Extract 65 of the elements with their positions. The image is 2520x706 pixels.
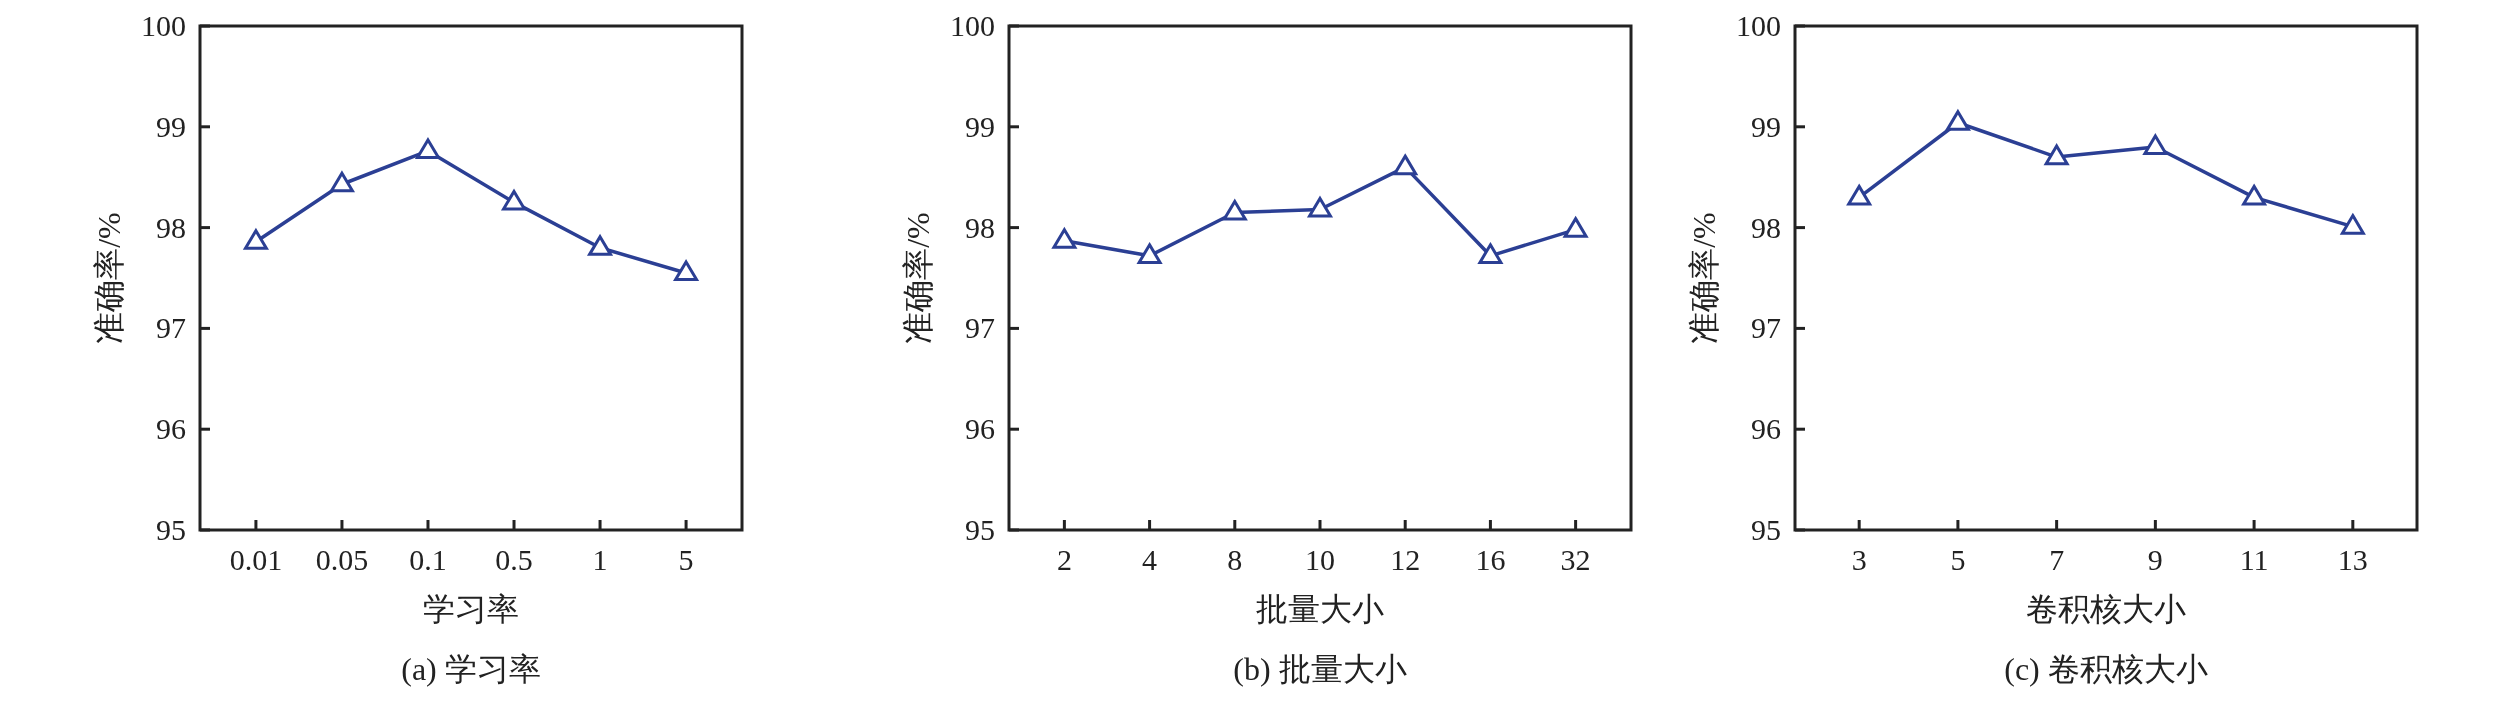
x-tick-label: 2: [1056, 543, 1072, 576]
point: [2143, 134, 2168, 156]
point: [243, 229, 268, 250]
text: (c) 卷积核大小: [2004, 651, 2208, 687]
point: [588, 235, 612, 256]
point: [1563, 217, 1588, 238]
point: [1478, 243, 1503, 264]
x-tick-label: 12: [1390, 543, 1421, 576]
point: [2242, 184, 2267, 206]
point: [674, 260, 699, 282]
y-tick-label: 97: [1751, 311, 1781, 345]
point: [1945, 110, 1970, 131]
y-tick-label: 99: [965, 109, 995, 143]
y-axis-title: 准确率/%: [900, 212, 936, 344]
text: (b) 批量大小: [1233, 651, 1407, 687]
point: [1308, 196, 1332, 218]
x-tick-label: 8: [1227, 543, 1243, 576]
y-tick-label: 99: [156, 109, 186, 143]
point: [416, 138, 440, 160]
x-tick-label: 11: [2239, 543, 2269, 576]
x-tick-label: 0.01: [229, 543, 283, 576]
y-tick-label: 95: [156, 513, 186, 546]
x-axis-title: 卷积核大小: [2026, 591, 2186, 627]
y-tick-label: 100: [1736, 9, 1781, 42]
y-tick-label: 96: [965, 412, 995, 446]
text: (a) 学习率: [401, 651, 541, 687]
y-tick-label: 100: [950, 9, 995, 42]
x-tick-label: 1: [592, 543, 608, 576]
x-tick-label: 13: [2337, 543, 2368, 576]
y-axis-title: 准确率/%: [1686, 212, 1722, 344]
y-tick-label: 98: [156, 210, 186, 244]
x-axis-title: 批量大小: [1256, 591, 1384, 627]
y-tick-label: 99: [1751, 109, 1781, 143]
x-tick-label: 3: [1851, 543, 1867, 576]
y-tick-label: 97: [965, 311, 995, 345]
x-tick-label: 0.05: [315, 543, 369, 576]
y-tick-label: 98: [1751, 210, 1781, 244]
point: [1052, 228, 1077, 249]
x-tick-label: 0.1: [409, 543, 447, 576]
y-tick-label: 100: [141, 9, 186, 42]
x-tick-label: 32: [1560, 543, 1591, 576]
x-tick-label: 4: [1142, 543, 1158, 576]
x-tick-label: 5: [1950, 543, 1966, 576]
point: [330, 171, 354, 193]
point: [502, 189, 526, 211]
y-axis-title: 准确率/%: [91, 212, 127, 344]
y-tick-label: 96: [1751, 412, 1781, 446]
y-tick-label: 95: [1751, 513, 1781, 546]
point: [2044, 144, 2069, 166]
y-tick-label: 98: [965, 210, 995, 244]
y-tick-label: 96: [156, 412, 186, 446]
point: [2340, 214, 2365, 235]
x-tick-label: 9: [2147, 543, 2163, 576]
point: [1222, 199, 1247, 221]
y-tick-label: 95: [965, 513, 995, 546]
x-tick-label: 5: [678, 543, 694, 576]
y-tick-label: 97: [156, 311, 186, 345]
x-tick-label: 7: [2049, 543, 2065, 576]
x-tick-label: 0.5: [495, 543, 533, 576]
point: [1847, 184, 1872, 206]
x-axis-title: 学习率: [423, 591, 519, 627]
point: [1137, 243, 1162, 264]
point: [1393, 154, 1418, 176]
x-tick-label: 10: [1305, 543, 1335, 576]
x-tick-label: 16: [1475, 543, 1506, 576]
